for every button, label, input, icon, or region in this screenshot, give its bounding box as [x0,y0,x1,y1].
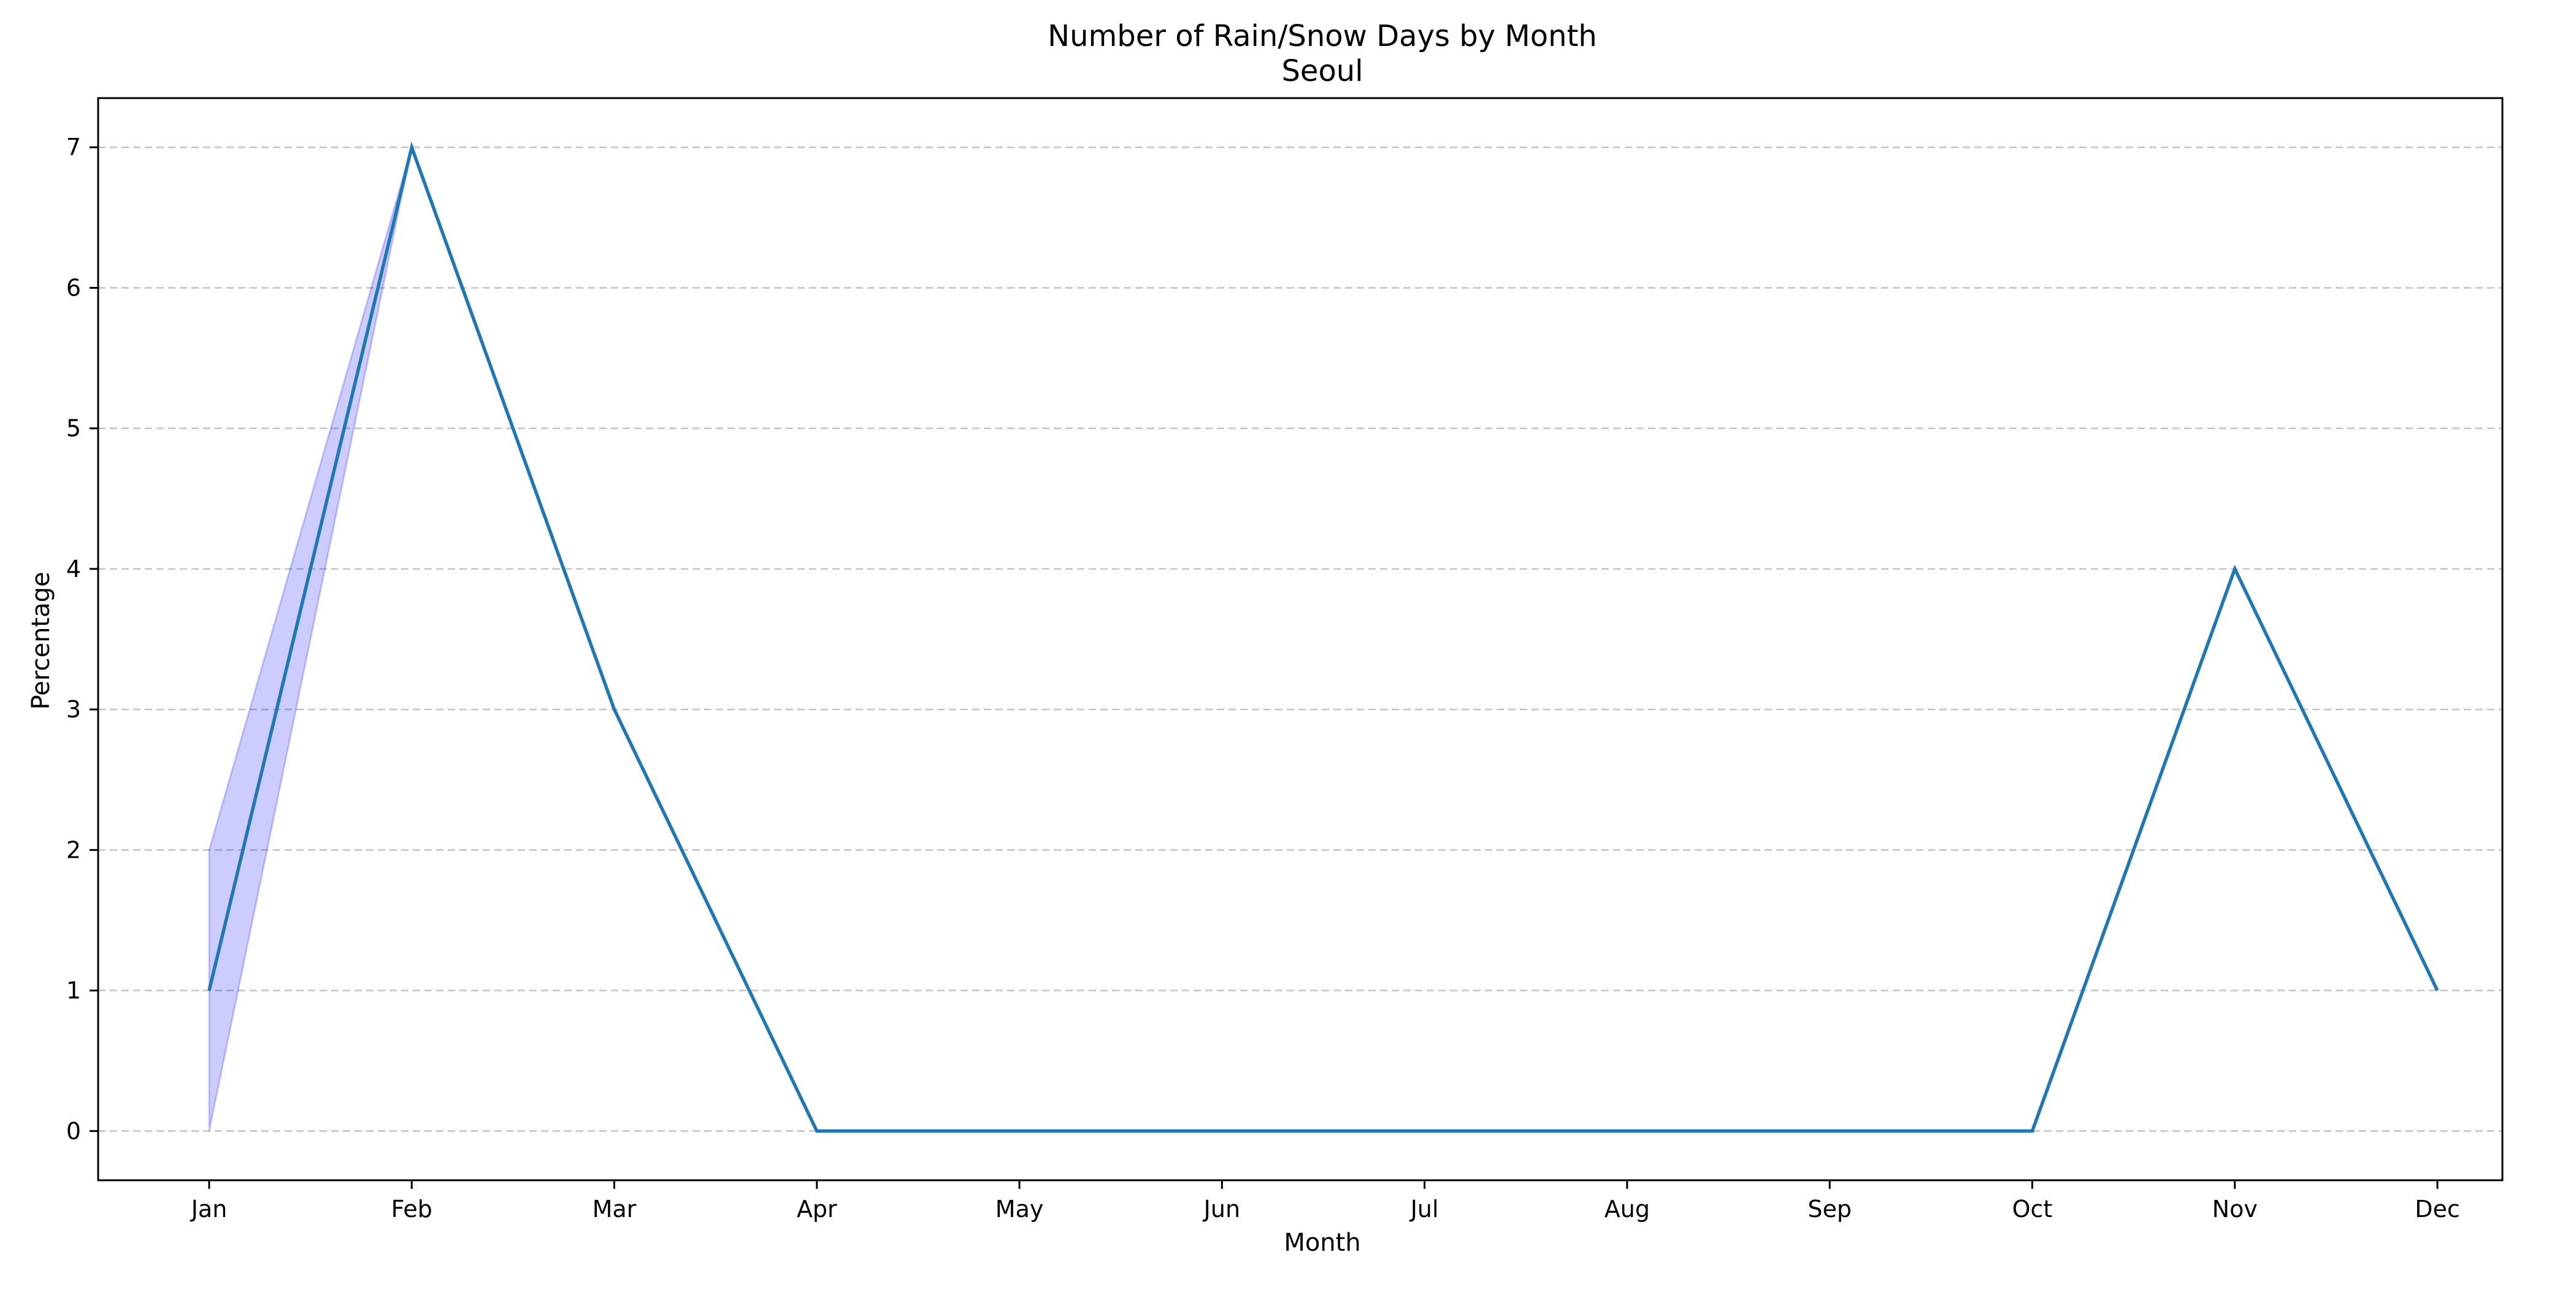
x-tick-label: Oct [2012,1196,2053,1223]
y-axis-label: Percentage [27,571,55,709]
grid-lines [98,146,2502,1132]
x-tick-label: Jul [1409,1196,1439,1223]
x-tick-label: May [995,1196,1044,1223]
chart-subtitle: Seoul [1281,54,1363,88]
band-area [208,147,413,1132]
y-tick-label: 1 [66,977,81,1004]
x-tick-label: Jun [1203,1196,1240,1223]
series-layer [207,141,2439,1133]
series-line [207,141,2439,1133]
x-axis-ticks: Jan Feb Mar Apr May Jun Jul Aug Sep Oct Nov Dec [190,1180,2460,1223]
x-tick-label: Dec [2415,1196,2460,1223]
y-tick-label: 5 [66,415,81,442]
y-tick-label: 6 [66,274,81,301]
y-tick-label: 3 [66,696,81,723]
x-tick-label: Jan [190,1196,228,1223]
x-tick-label: Mar [592,1196,637,1223]
x-tick-label: Aug [1604,1196,1650,1223]
x-tick-label: Nov [2212,1196,2258,1223]
x-tick-label: Sep [1807,1196,1852,1223]
y-tick-label: 2 [66,836,81,863]
plot-frame [97,97,2504,1181]
y-tick-label: 4 [66,555,81,582]
y-tick-label: 0 [66,1118,81,1145]
y-tick-label: 7 [66,134,81,161]
x-tick-label: Apr [797,1196,837,1223]
uncertainty-band [208,147,413,1132]
y-axis-ticks: 0 1 2 3 4 5 6 7 [66,134,98,1145]
chart-title: Number of Rain/Snow Days by Month [1048,19,1597,53]
x-axis-label: Month [1284,1229,1360,1257]
x-tick-label: Feb [391,1196,432,1223]
